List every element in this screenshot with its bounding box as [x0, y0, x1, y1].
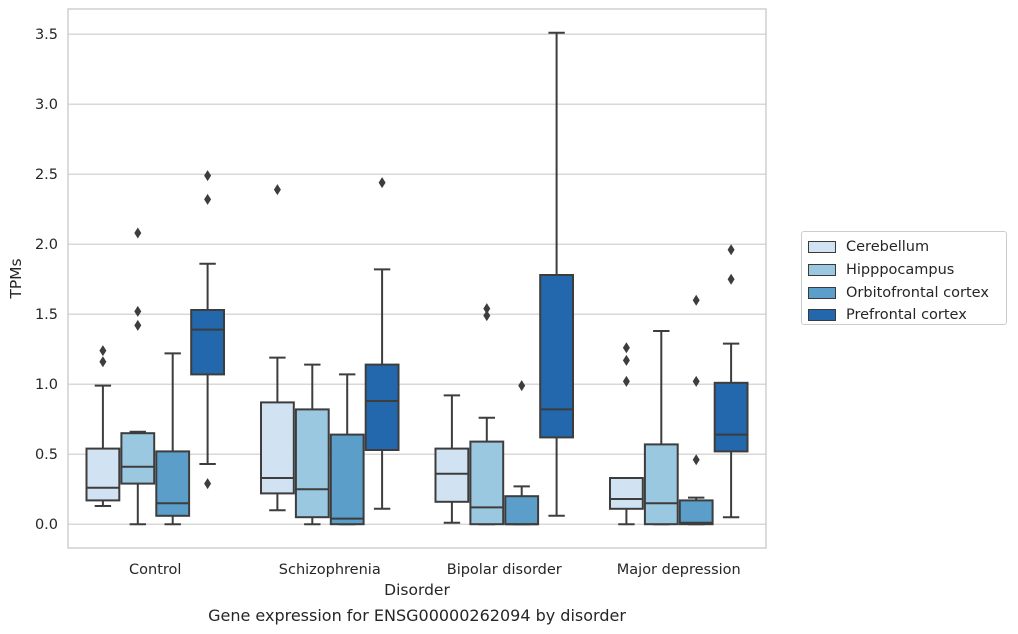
outlier-marker: [99, 345, 107, 357]
legend-item: Orbitofrontal cortex: [808, 281, 1000, 304]
box-orbitofrontal-cortex: [678, 499, 714, 526]
box-hipppocampus: [120, 432, 156, 485]
outlier-marker: [692, 454, 700, 466]
box-hipppocampus: [294, 408, 330, 519]
x-tick-label: Control: [129, 562, 181, 578]
plot-frame: [67, 8, 767, 549]
y-tick-label: 2.5: [35, 167, 58, 183]
x-tick-label: Schizophrenia: [279, 562, 381, 578]
outlier-marker: [622, 342, 630, 354]
box-prefrontal-cortex: [190, 309, 226, 376]
outlier-marker: [692, 294, 700, 306]
outlier-marker: [134, 305, 142, 317]
box-prefrontal-cortex: [539, 274, 575, 439]
outlier-marker: [518, 380, 526, 392]
legend-swatch: [808, 286, 836, 299]
outlier-marker: [483, 310, 491, 322]
y-tick-label: 3.5: [35, 27, 58, 43]
box-hipppocampus: [469, 440, 505, 526]
y-tick-label: 0.0: [35, 517, 58, 533]
outlier-marker: [273, 184, 281, 196]
outlier-marker: [692, 375, 700, 387]
outlier-marker: [483, 303, 491, 315]
y-axis-label: TPMs: [7, 258, 25, 299]
y-tick-label: 1.0: [35, 377, 58, 393]
box-cerebellum: [259, 401, 295, 495]
y-tick-label: 2.0: [35, 237, 58, 253]
legend-item: Prefrontal cortex: [808, 304, 1000, 327]
outlier-marker: [204, 170, 212, 182]
legend-swatch: [808, 309, 836, 322]
box-hipppocampus: [643, 443, 679, 526]
legend: Cerebellum Hipppocampus Orbitofrontal cort…: [801, 231, 1007, 325]
legend-swatch: [808, 264, 836, 277]
legend-label: Orbitofrontal cortex: [846, 284, 989, 301]
box-prefrontal-cortex: [364, 363, 400, 452]
legend-label: Cerebellum: [846, 239, 930, 256]
legend-label: Prefrontal cortex: [846, 307, 967, 324]
legend-swatch: [808, 241, 836, 254]
box-prefrontal-cortex: [713, 381, 749, 453]
y-tick-label: 3.0: [35, 97, 58, 113]
y-tick-label: 1.5: [35, 307, 58, 323]
outlier-marker: [134, 227, 142, 239]
legend-item: Cerebellum: [808, 236, 1000, 259]
box-cerebellum: [608, 477, 644, 510]
x-tick-label: Bipolar disorder: [447, 562, 562, 578]
x-axis-label: Disorder: [384, 581, 450, 599]
box-cerebellum: [85, 447, 121, 502]
box-orbitofrontal-cortex: [329, 433, 365, 526]
box-orbitofrontal-cortex: [155, 450, 191, 517]
legend-item: Hipppocampus: [808, 259, 1000, 282]
outlier-marker: [378, 177, 386, 189]
y-tick-label: 0.5: [35, 447, 58, 463]
outlier-marker: [134, 319, 142, 331]
x-tick-label: Major depression: [617, 562, 741, 578]
outlier-marker: [727, 244, 735, 256]
outlier-marker: [622, 354, 630, 366]
outlier-marker: [99, 356, 107, 368]
chart-caption: Gene expression for ENSG00000262094 by d…: [208, 606, 626, 625]
legend-label: Hipppocampus: [846, 262, 955, 279]
outlier-marker: [622, 375, 630, 387]
box-orbitofrontal-cortex: [504, 495, 540, 526]
box-cerebellum: [434, 447, 470, 503]
outlier-marker: [204, 193, 212, 205]
outlier-marker: [727, 273, 735, 285]
outlier-marker: [204, 478, 212, 490]
